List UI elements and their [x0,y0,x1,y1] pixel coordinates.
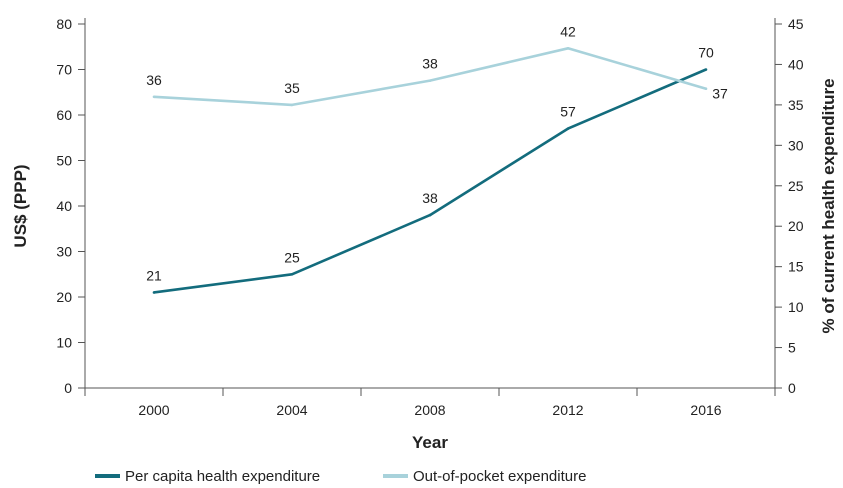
data-point [152,291,156,294]
legend-item-per-capita: Per capita health expenditure [95,468,320,485]
data-label: 38 [422,190,438,206]
y-right-tick-label: 40 [788,56,804,72]
x-tick-label: 2012 [552,402,583,418]
y-right-tick-label: 30 [788,137,804,153]
y-left-tick-label: 30 [56,244,72,260]
data-label: 42 [560,23,576,39]
data-labels: 21 25 38 57 70 36 35 38 42 37 [146,23,728,283]
y-right-tick-label: 45 [788,16,804,32]
y-right-tick-label: 10 [788,299,804,315]
y-left-tick-label: 20 [56,289,72,305]
axes: 0 10 20 30 40 50 60 70 80 0 5 10 15 20 25 30 35 40 45 2000 2… [56,16,803,418]
legend-label-out-of-pocket: Out-of-pocket expenditure [413,468,586,485]
y-axis-left-title: US$ (PPP) [11,164,30,247]
x-tick-label: 2004 [276,402,307,418]
data-point [566,127,570,130]
data-point [428,213,432,217]
y-left-tick-label: 60 [56,107,72,123]
y-right-tick-label: 20 [788,218,804,234]
data-point [566,46,570,50]
x-tick-label: 2000 [138,402,169,418]
y-right-tick-label: 0 [788,380,796,396]
data-point [428,79,432,82]
x-axis-title: Year [412,433,448,452]
data-label: 36 [146,72,162,88]
y-right-tick-label: 25 [788,178,804,194]
x-tick-label: 2008 [414,402,445,418]
y-left-tick-label: 10 [56,335,72,351]
y-left-tick-label: 40 [56,198,72,214]
y-right-tick-label: 15 [788,259,804,275]
y-axis-right-title: % of current health expenditure [819,78,838,333]
legend-label-per-capita: Per capita health expenditure [125,468,320,485]
y-left-tick-label: 0 [64,380,72,396]
data-label: 37 [712,86,728,102]
y-right-tick-label: 35 [788,97,804,113]
data-label: 21 [146,267,162,283]
series-lines [152,46,708,294]
y-left-tick-label: 50 [56,153,72,169]
data-label: 57 [560,104,576,120]
x-tick-label: 2016 [690,402,721,418]
legend: Per capita health expenditure Out-of-poc… [95,468,586,485]
data-point [704,68,708,71]
data-label: 38 [422,56,438,72]
y-left-tick-label: 70 [56,62,72,78]
y-right-tick-label: 5 [788,340,796,356]
data-label: 35 [284,80,300,96]
y-left-tick-label: 80 [56,16,72,32]
data-point [290,272,294,276]
data-label: 70 [698,45,714,61]
data-label: 25 [284,249,300,265]
data-point [704,87,708,91]
legend-item-out-of-pocket: Out-of-pocket expenditure [383,468,586,485]
data-point [290,103,294,107]
data-point [152,95,156,99]
